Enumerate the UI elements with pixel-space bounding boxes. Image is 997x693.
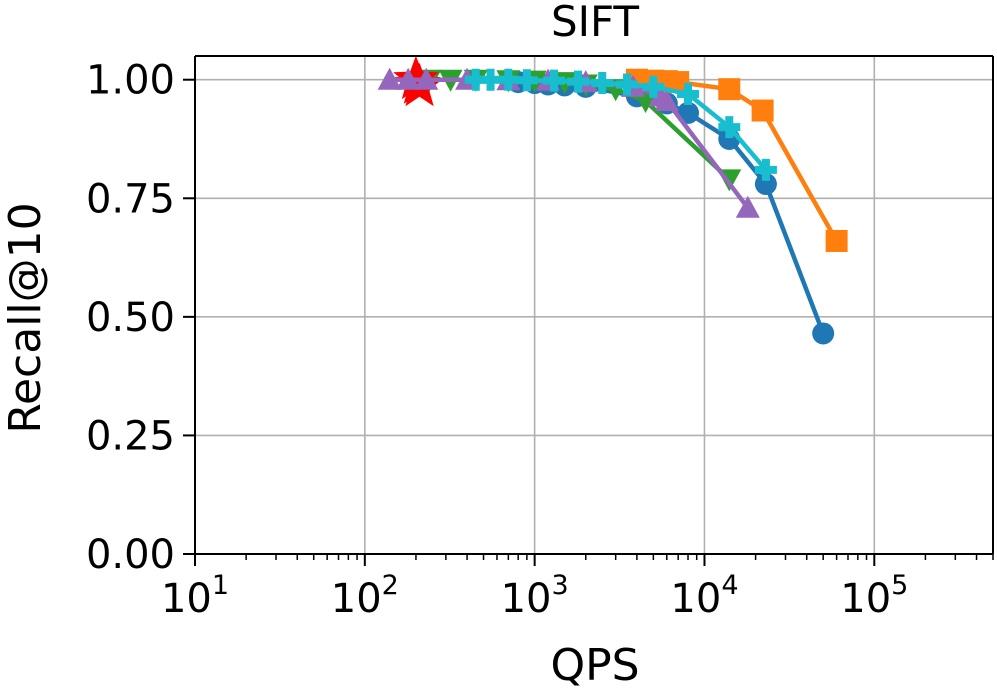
data-point [515,69,538,92]
series-blue-circle [507,71,835,345]
x-tick-label: 103 [501,570,569,622]
x-tick-base: 10 [501,576,552,622]
data-point [414,67,439,90]
y-tick-label: 0.00 [86,532,175,578]
y-tick-label: 0.75 [86,176,175,222]
data-point [464,68,487,91]
data-point [812,322,835,345]
data-point [667,71,690,94]
data-point [396,67,421,90]
data-point [591,72,614,95]
data-point [735,195,760,218]
x-tick-base: 10 [161,576,212,622]
grid-lines [194,56,993,555]
data-point [754,173,777,196]
data-point [479,68,502,91]
y-tick-label: 1.00 [86,58,175,104]
data-point [616,73,639,96]
data-point [542,69,565,92]
x-tick-base: 10 [840,576,891,622]
series-layer [377,55,848,345]
x-tick-base: 10 [670,576,721,622]
x-tick-exponent: 2 [382,570,399,601]
x-tick-exponent: 5 [891,570,908,601]
x-tick-base: 10 [331,576,382,622]
data-point [377,67,402,90]
y-axis-label: Recall@10 [0,202,51,433]
data-point [751,99,774,122]
series-line [518,79,826,335]
series-cyan-plus [464,68,777,181]
x-axis-label: QPS [550,640,639,691]
data-point [497,68,520,91]
x-tick-label: 102 [331,570,399,622]
x-tick-label: 101 [161,570,229,622]
data-point [654,89,679,112]
y-tick-label: 0.25 [86,413,175,459]
chart-title: SIFT [551,0,639,46]
x-tick-exponent: 1 [212,570,229,601]
data-point [718,78,741,101]
data-point [754,158,777,181]
x-tick-label: 105 [840,570,908,622]
data-point [677,82,700,105]
data-point [718,116,741,139]
data-point [567,70,590,93]
data-point [642,75,665,98]
x-tick-exponent: 4 [721,570,738,601]
x-tick-exponent: 3 [552,570,569,601]
y-tick-label: 0.50 [86,295,175,341]
axes [183,55,994,566]
data-point [825,229,848,252]
x-tick-label: 104 [670,570,738,622]
